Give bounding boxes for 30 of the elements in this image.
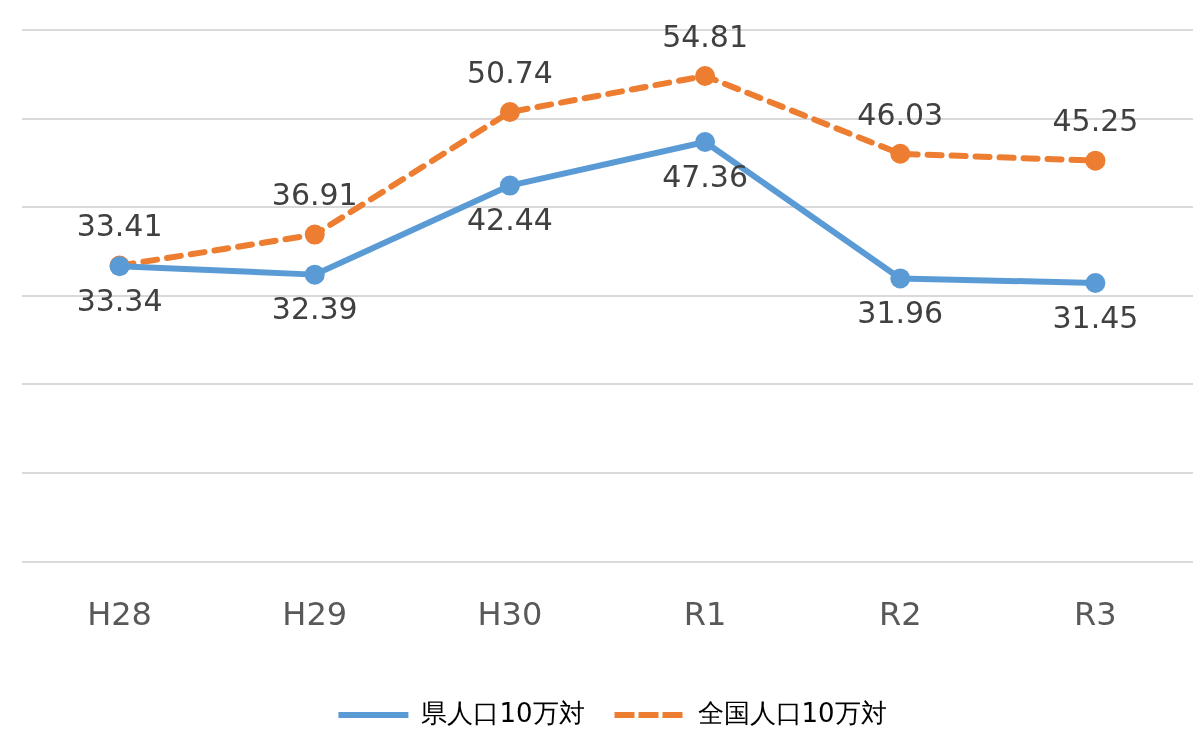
point — [695, 131, 716, 152]
x-tick-label: R1 — [683, 595, 727, 634]
data-label: 42.44 — [466, 202, 553, 238]
data-label: 33.41 — [76, 208, 163, 244]
point — [695, 65, 716, 86]
point — [890, 268, 911, 289]
point — [304, 264, 325, 285]
data-label: 46.03 — [857, 96, 944, 132]
point — [304, 224, 325, 245]
data-label: 54.81 — [662, 18, 749, 54]
point — [499, 102, 520, 123]
point — [1085, 272, 1106, 293]
legend-label: 県人口10万対 — [421, 697, 585, 728]
point — [499, 175, 520, 196]
data-label: 31.45 — [1052, 299, 1139, 335]
data-label: 47.36 — [662, 158, 749, 194]
point — [1085, 150, 1106, 171]
x-tick-label: H30 — [477, 595, 543, 634]
x-tick-label: R3 — [1074, 595, 1117, 634]
data-label: 32.39 — [271, 291, 358, 327]
x-tick-label: H28 — [87, 595, 152, 634]
x-tick-label: H29 — [282, 595, 348, 634]
x-tick-label: R2 — [878, 595, 922, 634]
data-label: 45.25 — [1052, 103, 1139, 139]
data-label: 36.91 — [271, 177, 358, 213]
data-label: 50.74 — [466, 54, 553, 90]
data-label: 31.96 — [857, 295, 944, 331]
point — [890, 143, 911, 164]
data-label: 33.34 — [76, 283, 163, 318]
legend-label: 全国人口10万対 — [697, 697, 887, 728]
